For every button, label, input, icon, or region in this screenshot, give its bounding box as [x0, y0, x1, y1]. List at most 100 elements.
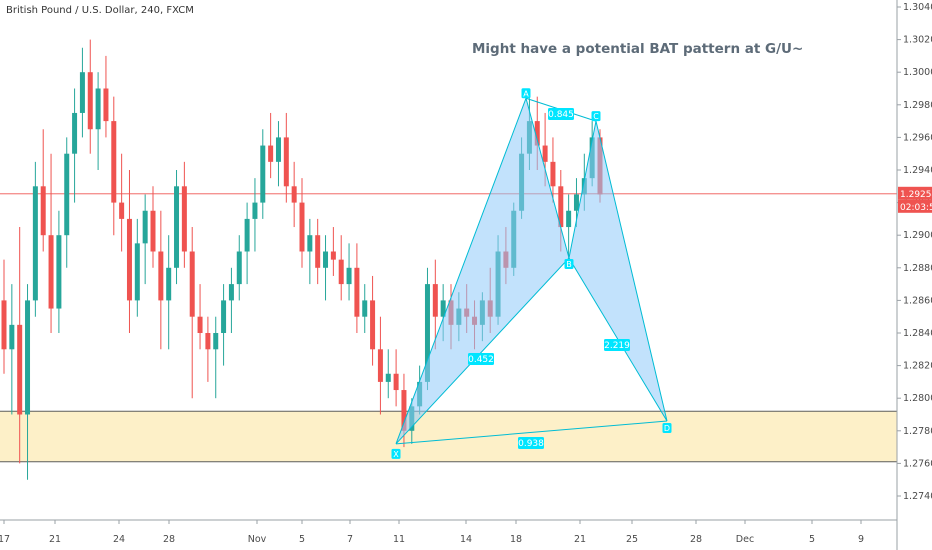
candle-body — [283, 137, 289, 187]
pattern-point-x — [391, 448, 401, 459]
ratio-label-xb — [468, 353, 494, 365]
x-tick-label: 14 — [460, 534, 472, 545]
candle-body — [32, 186, 38, 301]
candle-body — [64, 153, 70, 236]
candle-body — [142, 210, 148, 244]
candle-body — [260, 145, 266, 203]
candle-body — [385, 373, 391, 382]
candle-body — [228, 284, 234, 301]
candle-body — [9, 324, 15, 350]
x-tick-label: Dec — [736, 534, 754, 545]
support-zone — [0, 410, 897, 463]
candle-body — [252, 202, 258, 219]
x-tick-label: 18 — [510, 534, 522, 545]
y-tick-label: 1.29400 — [903, 165, 932, 176]
candle-body — [440, 300, 446, 317]
candle-body — [534, 121, 540, 146]
x-tick-label: 5 — [809, 534, 815, 545]
y-tick-label: 1.29000 — [903, 230, 932, 241]
candle-body — [111, 121, 117, 203]
pattern-point-b — [564, 259, 574, 270]
candle-body — [558, 186, 564, 228]
candle-body — [95, 88, 101, 130]
candle-body — [150, 210, 156, 252]
candle-body — [542, 145, 548, 162]
symbol-label: British Pound / U.S. Dollar, 240, FXCM — [6, 5, 194, 16]
candle-body — [1, 300, 7, 350]
chart-title-annotation: Might have a potential BAT pattern at G/… — [472, 41, 803, 57]
ratio-label-text: 0.938 — [518, 439, 544, 449]
x-tick-label: 9 — [858, 534, 864, 545]
ratio-label-text: 0.452 — [468, 355, 494, 365]
candle-body — [25, 300, 31, 415]
pattern-point-label: D — [664, 424, 670, 433]
x-tick-label: 5 — [299, 534, 305, 545]
pattern-point-c — [591, 111, 601, 122]
candle-body — [550, 161, 556, 187]
y-tick-label: 1.29800 — [903, 100, 932, 111]
y-tick-label: 1.28000 — [903, 393, 932, 404]
candle-body — [79, 72, 85, 113]
x-tick-label: 24 — [113, 534, 125, 545]
pattern-point-label: X — [393, 450, 399, 459]
candle-body — [315, 235, 321, 268]
x-tick-label: 28 — [163, 534, 175, 545]
pattern-point-d — [662, 423, 672, 434]
candle-body — [17, 324, 23, 415]
candle-body — [354, 267, 360, 317]
y-tick-label: 1.28800 — [903, 263, 932, 274]
price-axis[interactable]: 1.30400 1.30200 1.30000 1.29800 1.29600 1.294… — [896, 0, 932, 550]
x-tick-label: 7 — [347, 534, 353, 545]
pattern-point-label: C — [593, 112, 599, 121]
candle-body — [573, 194, 579, 211]
y-tick-label: 1.30200 — [903, 35, 932, 46]
ratio-label-xd — [518, 437, 544, 449]
candle-body — [244, 218, 250, 252]
candle-body — [307, 235, 313, 252]
candle-body — [566, 210, 572, 228]
candle-body — [338, 259, 344, 285]
ratio-label-ac — [548, 108, 574, 120]
candle-body — [424, 284, 430, 382]
time-axis[interactable]: 17 21 24 28 Nov 5 7 11 14 18 21 25 28 Dec 5 9 — [0, 519, 897, 545]
candle-body — [134, 243, 140, 301]
candle-body — [119, 202, 125, 219]
pattern-point-label: B — [566, 260, 572, 269]
candle-body — [275, 137, 281, 162]
x-tick-label: 25 — [626, 534, 638, 545]
ratio-label-bd — [604, 339, 630, 351]
y-tick-label: 1.30400 — [903, 2, 932, 13]
pattern-point-label: A — [523, 89, 529, 98]
candle-body — [87, 72, 93, 130]
candle-body — [166, 267, 172, 301]
bat-pattern[interactable]: X A B C D 0.452 0.845 2.219 0.938 — [391, 88, 672, 459]
y-tick-label: 1.28600 — [903, 295, 932, 306]
candle-body — [158, 251, 164, 301]
candle-body — [56, 235, 62, 309]
candle-body — [221, 300, 227, 333]
pattern-line-xd — [395, 420, 668, 445]
candle-body — [370, 300, 376, 350]
candle-layer — [1, 39, 603, 480]
candle-body — [362, 300, 368, 317]
candle-body — [236, 251, 242, 285]
candle-body — [268, 145, 274, 162]
y-tick-label: 1.28400 — [903, 328, 932, 339]
candle-body — [346, 267, 352, 285]
current-price-value: 1.29254 — [900, 190, 932, 200]
candle-body — [299, 202, 305, 252]
pattern-triangle-xab — [395, 96, 570, 445]
support-zone-fill — [0, 411, 897, 462]
candle-body — [72, 112, 78, 154]
x-tick-label: 21 — [49, 534, 61, 545]
pattern-point-a — [521, 88, 531, 99]
candle-body — [174, 186, 180, 268]
countdown-value: 02:03:53 — [900, 203, 932, 213]
candle-body — [197, 316, 203, 333]
y-tick-label: 1.27800 — [903, 426, 932, 437]
candle-body — [432, 284, 438, 317]
x-tick-label: 17 — [0, 534, 10, 545]
candle-body — [126, 218, 132, 301]
candle-body — [393, 373, 399, 391]
